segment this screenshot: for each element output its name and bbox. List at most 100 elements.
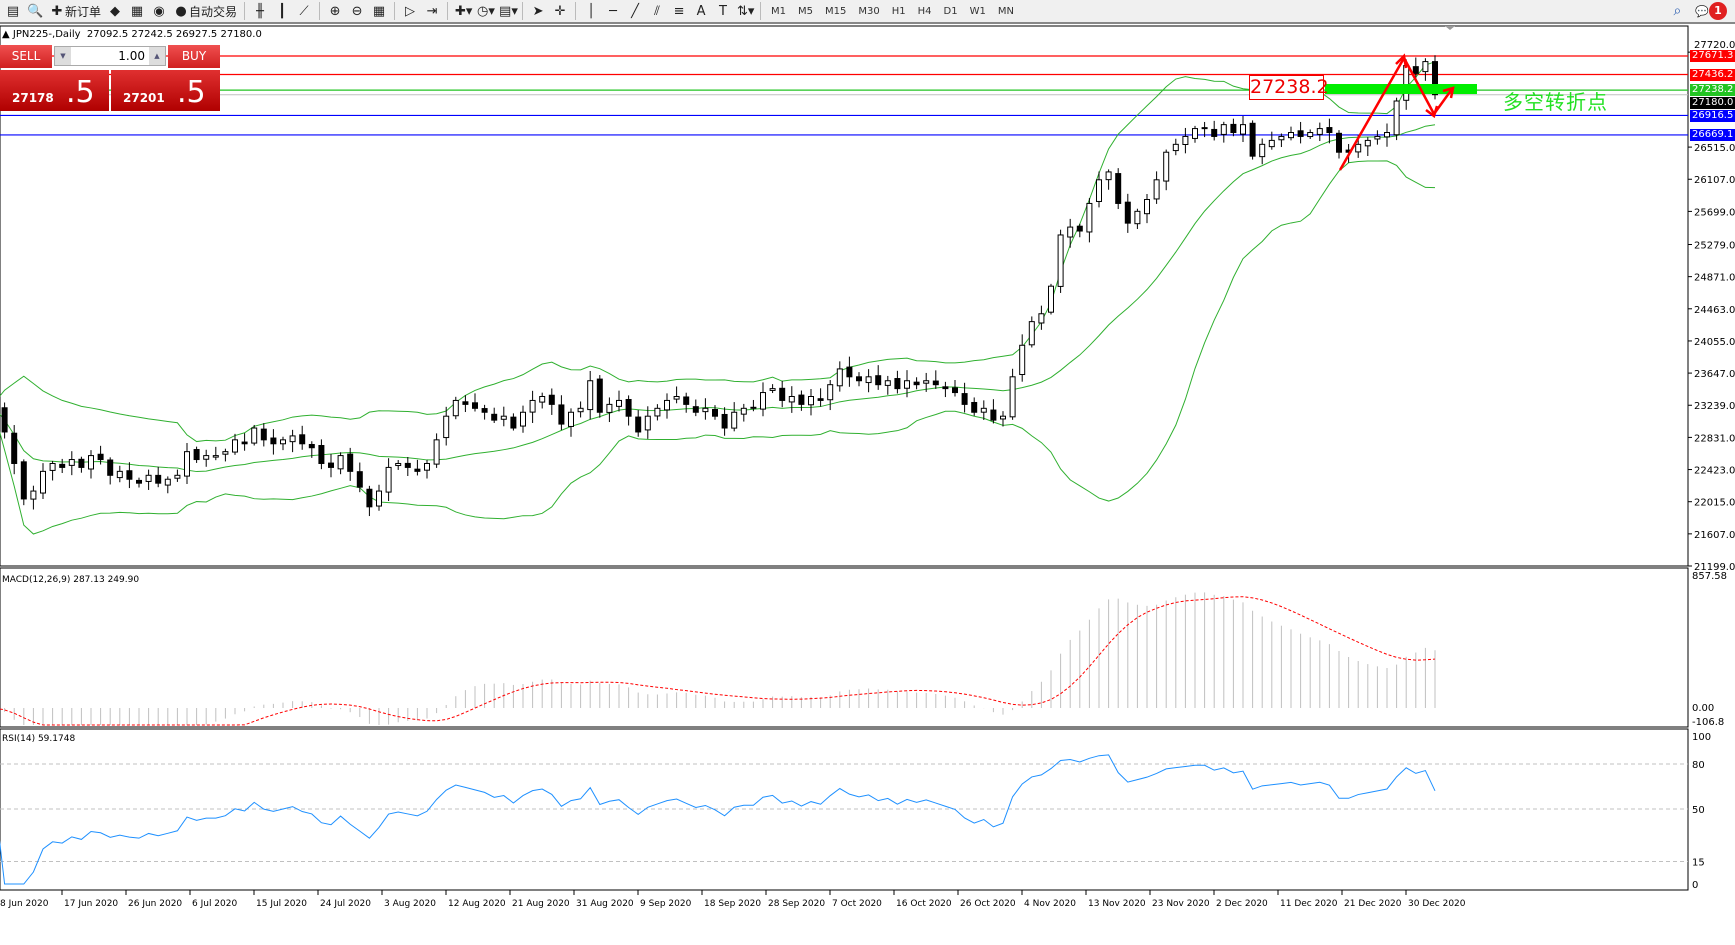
candle	[980, 400, 987, 420]
candle	[827, 380, 834, 411]
candle	[1000, 411, 1006, 427]
candle	[1384, 123, 1390, 147]
data-window-button[interactable]: 🔍	[24, 0, 46, 22]
candle	[1115, 168, 1122, 210]
auto-trading-button[interactable]: ● 自动交易	[170, 0, 240, 22]
bullish-candle-body	[424, 462, 430, 471]
cursor-button[interactable]: ➤	[527, 0, 549, 22]
bullish-candle-body	[1355, 143, 1362, 153]
timeframe-h4[interactable]: H4	[917, 5, 932, 17]
bearish-candle-body	[1211, 128, 1218, 137]
candle	[548, 388, 555, 415]
new-chart-button[interactable]: ▤	[2, 0, 24, 22]
templates-button[interactable]: ▤▾	[496, 0, 518, 22]
bullish-candle-body	[395, 462, 402, 467]
candle	[1163, 149, 1170, 191]
chart-shift-button[interactable]: ⇥	[421, 0, 443, 22]
bullish-candle-body	[145, 474, 152, 482]
bearish-candle-body	[952, 387, 958, 394]
date-axis-label: 7 Oct 2020	[832, 899, 882, 909]
arrowhead	[1442, 86, 1455, 99]
metaeditor-button[interactable]: ◆	[104, 0, 126, 22]
timeframe-mn[interactable]: MN	[997, 5, 1014, 17]
zoom-out-button[interactable]: ⊖	[346, 0, 368, 22]
timeframe-d1[interactable]: D1	[943, 5, 958, 17]
candle	[990, 399, 997, 424]
notifications-button[interactable]: 💬 1	[1695, 2, 1727, 20]
timeframe-m15[interactable]: M15	[825, 5, 847, 17]
bearish-candle-body	[971, 401, 978, 413]
bearish-candle-body	[961, 393, 968, 405]
candlestick-button[interactable]: ┃	[271, 0, 293, 22]
bearish-candle-body	[356, 471, 363, 488]
lot-decrease-icon[interactable]: ▼	[55, 47, 71, 65]
annotation-price-label[interactable]: 27238.2	[1249, 75, 1329, 100]
lot-size-input[interactable]: ▼ 1.00 ▲	[54, 46, 166, 66]
candle	[385, 458, 392, 501]
bullish-candle-body	[1268, 139, 1275, 148]
toolbar-separator	[760, 2, 762, 20]
sell-button[interactable]: SELL	[0, 45, 52, 68]
bullish-candle-body	[251, 427, 258, 444]
date-axis-label: 6 Jul 2020	[192, 899, 237, 909]
bullish-candle-body	[164, 478, 171, 486]
autoscroll-button[interactable]: ▷	[399, 0, 421, 22]
price-axis-label: 24871.0	[1694, 273, 1735, 284]
lot-value[interactable]: 1.00	[118, 49, 145, 63]
fibonacci-icon: ≡	[673, 3, 685, 19]
bullish-candle-body	[616, 399, 622, 407]
candle	[760, 382, 766, 417]
buy-price-button[interactable]: 27201 .5	[111, 70, 220, 111]
date-axis-label: 2 Dec 2020	[1216, 899, 1268, 909]
signals-button[interactable]: ◉	[148, 0, 170, 22]
candle	[347, 447, 354, 481]
bearish-candle-body	[692, 406, 699, 413]
horizontal-line-button[interactable]: ─	[602, 0, 624, 22]
rsi-axis-label: 80	[1692, 760, 1705, 771]
date-axis-label: 13 Nov 2020	[1088, 899, 1146, 909]
timeframe-m1[interactable]: M1	[771, 5, 787, 17]
annotation-text[interactable]: 多空转折点	[1503, 90, 1608, 114]
bullish-candle-body	[1163, 151, 1170, 182]
line-chart-icon: ⟋	[299, 3, 309, 19]
timeframe-m5[interactable]: M5	[798, 5, 814, 17]
lot-increase-icon[interactable]: ▲	[149, 47, 165, 65]
arrows-button[interactable]: ⇅▾	[734, 0, 756, 22]
fibonacci-button[interactable]: ≡	[668, 0, 690, 22]
zoom-in-button[interactable]: ⊕	[324, 0, 346, 22]
candle	[712, 405, 718, 420]
sell-price-button[interactable]: 27178 .5	[0, 70, 109, 111]
timeframe-h1[interactable]: H1	[891, 5, 906, 17]
bearish-candle-body	[712, 409, 718, 417]
candle	[644, 406, 651, 439]
new-order-button[interactable]: ✚ 新订单	[46, 0, 104, 22]
trendline-button[interactable]: ╱	[624, 0, 646, 22]
indicators-button[interactable]: ✚▾	[452, 0, 474, 22]
candle	[596, 375, 603, 418]
candle	[1259, 138, 1266, 165]
bar-chart-button[interactable]: ╫	[249, 0, 271, 22]
periods-button[interactable]: ◷▾	[474, 0, 496, 22]
date-axis-label: 31 Aug 2020	[576, 899, 634, 909]
timeframe-m30[interactable]: M30	[858, 5, 880, 17]
candle	[932, 370, 939, 389]
search-icon[interactable]: ⌕	[1673, 3, 1682, 19]
bearish-candle-body	[990, 409, 997, 421]
timeframe-w1[interactable]: W1	[969, 5, 986, 17]
buy-button[interactable]: BUY	[168, 45, 220, 68]
text-label-button[interactable]: T	[712, 0, 734, 22]
text-button[interactable]: A	[690, 0, 712, 22]
bullish-candle-body	[1105, 171, 1112, 181]
crosshair-button[interactable]: ✛	[549, 0, 571, 22]
line-chart-button[interactable]: ⟋	[293, 0, 315, 22]
tile-windows-button[interactable]: ▦	[368, 0, 390, 22]
navigator-button[interactable]: ▦	[126, 0, 148, 22]
bullish-candle-body	[500, 415, 507, 420]
vertical-line-button[interactable]: │	[580, 0, 602, 22]
data-window-icon: 🔍	[27, 3, 44, 19]
candle	[232, 433, 238, 455]
candle	[116, 465, 123, 483]
equidistant-channel-button[interactable]: ⫽	[646, 0, 668, 22]
candle	[241, 433, 248, 451]
